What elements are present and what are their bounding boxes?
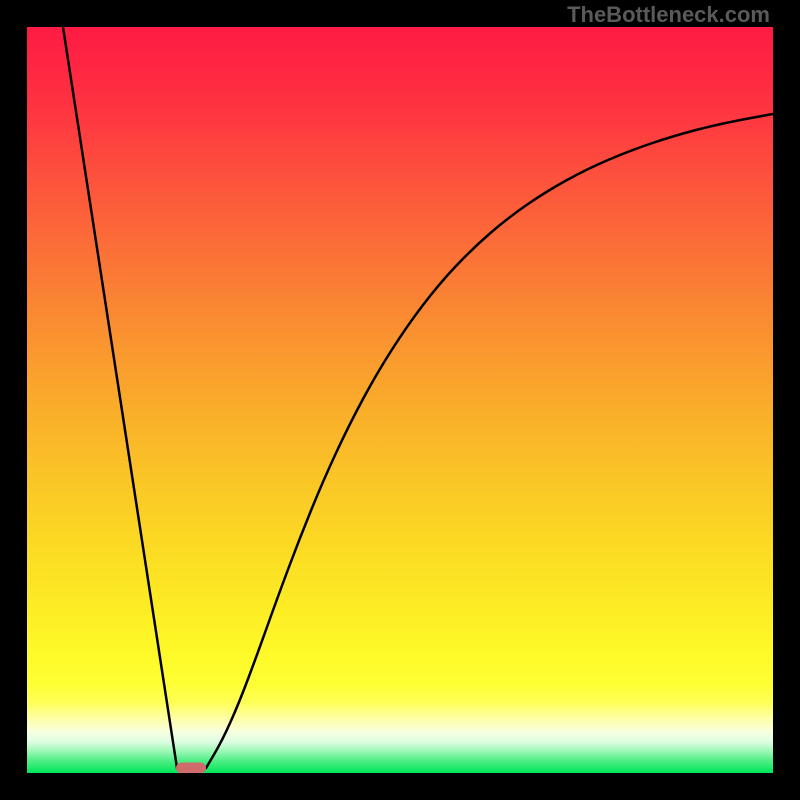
watermark-text: TheBottleneck.com	[567, 2, 770, 28]
curve-layer	[27, 27, 773, 773]
bottleneck-curve	[63, 27, 773, 768]
plot-area	[27, 27, 773, 773]
chart-frame: TheBottleneck.com	[0, 0, 800, 800]
optimal-marker	[176, 763, 206, 774]
